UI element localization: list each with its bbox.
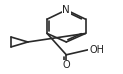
Text: N: N <box>62 5 70 15</box>
Text: O: O <box>62 60 70 71</box>
Text: OH: OH <box>89 45 104 55</box>
